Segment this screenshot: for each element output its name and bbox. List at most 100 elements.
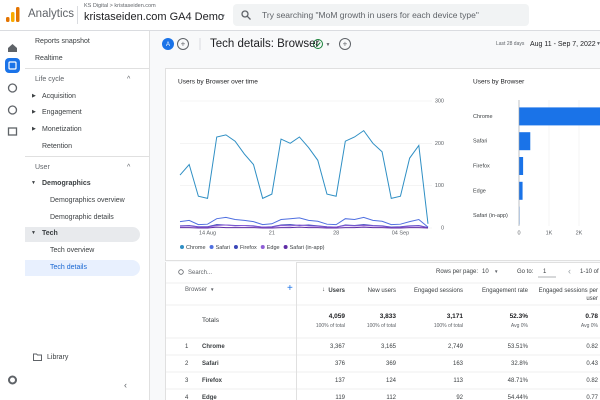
explore-icon[interactable] [7, 83, 18, 93]
svg-text:▼: ▼ [326, 42, 331, 48]
total-note: 100% of total [433, 323, 463, 329]
row-index: 3 [185, 378, 189, 384]
cell: 124 [385, 378, 396, 384]
account[interactable]: KS Digital > kristaseiden.com [84, 3, 156, 9]
search-placeholder: Try searching "MoM growth in users for e… [262, 10, 479, 20]
cell: 32.8% [510, 361, 528, 367]
nav-item[interactable]: Retention [42, 143, 72, 150]
column-header: Engagement rate [481, 288, 528, 294]
x-tick-label: 04 Sep [392, 230, 409, 236]
logo[interactable] [6, 7, 20, 23]
total-note: 100% of total [366, 323, 396, 329]
row-label: Firefox [202, 378, 223, 384]
settings-icon[interactable] [8, 375, 17, 385]
date-range[interactable]: Aug 11 - Sep 7, 2022 [530, 41, 596, 48]
nav-item[interactable]: Acquisition [42, 93, 76, 100]
nav-highlight [25, 227, 140, 242]
configure-icon[interactable] [7, 127, 18, 136]
bar [519, 181, 523, 200]
add-comparison[interactable] [177, 38, 189, 50]
column-header: Engaged sessions per user [538, 288, 598, 303]
x-tick-label: 21 [269, 230, 275, 236]
property[interactable]: kristaseiden.com GA4 Demo [84, 11, 224, 23]
cell: 0.82 [586, 344, 598, 350]
legend-label: Safari (in-app) [290, 245, 325, 251]
bar [519, 157, 524, 175]
collapse-icon[interactable]: ^ [127, 76, 131, 83]
column-header: Users [328, 288, 345, 294]
row-label: Edge [202, 395, 217, 400]
bar [519, 132, 531, 151]
nav-section[interactable]: Life cycle [35, 76, 65, 83]
legend-marker [260, 245, 265, 249]
nav-item[interactable]: Reports snapshot [35, 38, 90, 45]
nav-item[interactable]: Demographics overview [50, 197, 125, 204]
nav-group[interactable]: Demographics [42, 180, 91, 187]
status-icon[interactable] [313, 39, 323, 49]
nav-item[interactable]: Demographic details [50, 214, 114, 221]
sort-arrow: ↓ [322, 287, 325, 293]
collapse-icon[interactable]: ^ [127, 164, 131, 171]
property-dropdown[interactable]: ▼ [220, 14, 226, 20]
cell: 53.51% [507, 344, 528, 350]
totals-label: Totals [202, 317, 219, 324]
row-index: 4 [185, 395, 189, 400]
y-tick-label: 200 [435, 141, 444, 147]
row-index: 1 [185, 344, 189, 350]
expand-icon: ▼ [31, 230, 36, 236]
rows-per-page-label: Rows per page: [436, 269, 479, 275]
advertising-icon[interactable] [7, 105, 18, 115]
nav-item[interactable]: Engagement [42, 109, 82, 116]
chart-title: Users by Browser over time [178, 79, 258, 86]
avatar[interactable] [162, 38, 174, 50]
cell: 0.77 [586, 395, 598, 400]
y-tick-label: Chrome [473, 114, 493, 120]
nav-item[interactable]: Monetization [42, 126, 82, 133]
collapse-nav[interactable]: ‹ [124, 380, 127, 390]
rows-per-page: 10 [482, 269, 489, 275]
line-series [179, 224, 429, 229]
expand-icon: ▼ [31, 180, 36, 186]
customize[interactable] [339, 38, 351, 50]
nav-group[interactable]: Tech [42, 230, 58, 237]
total-value: 3,833 [379, 313, 396, 320]
report-controls: A + ▼ + [162, 38, 351, 50]
column-header: Engaged sessions [413, 288, 463, 294]
nav-item[interactable]: Tech overview [50, 247, 95, 254]
home-icon[interactable] [8, 44, 17, 52]
cell: 0.82 [586, 378, 598, 384]
search-icon [178, 269, 184, 275]
nav-item[interactable]: Library [47, 354, 69, 361]
cell: 0.43 [586, 361, 598, 367]
column-header: New users [367, 288, 396, 294]
cell: 3,367 [329, 344, 345, 350]
nav-section[interactable]: User [35, 164, 50, 171]
prev-page: ‹ [568, 266, 571, 276]
y-tick-label: 300 [435, 98, 444, 104]
legend-label: Firefox [240, 245, 257, 251]
legend-label: Edge [267, 245, 280, 251]
row-index: 2 [185, 361, 189, 367]
x-tick-label: 14 Aug [199, 230, 216, 236]
nav-item[interactable]: Realtime [35, 55, 63, 62]
legend-marker [180, 245, 184, 249]
date-label: Last 28 days [496, 41, 525, 47]
x-tick-label: 28 [333, 230, 339, 236]
svg-text:+: + [181, 40, 186, 49]
search-box[interactable] [233, 4, 529, 26]
chart-title: Users by Browser [473, 79, 525, 86]
y-tick-label: Safari [473, 139, 487, 145]
total-value: 52.3% [509, 313, 528, 320]
folder-icon [33, 353, 42, 361]
nav-item-active[interactable]: Tech details [50, 264, 87, 271]
total-note: Avg 0% [510, 323, 528, 329]
total-value: 3,171 [446, 313, 463, 320]
divider [25, 68, 149, 69]
expand-icon: ▶ [32, 109, 36, 115]
date-dropdown[interactable]: ▼ [596, 41, 600, 47]
y-tick-label: Edge [473, 188, 486, 194]
reports-icon[interactable] [5, 58, 20, 73]
line-series [179, 129, 429, 224]
